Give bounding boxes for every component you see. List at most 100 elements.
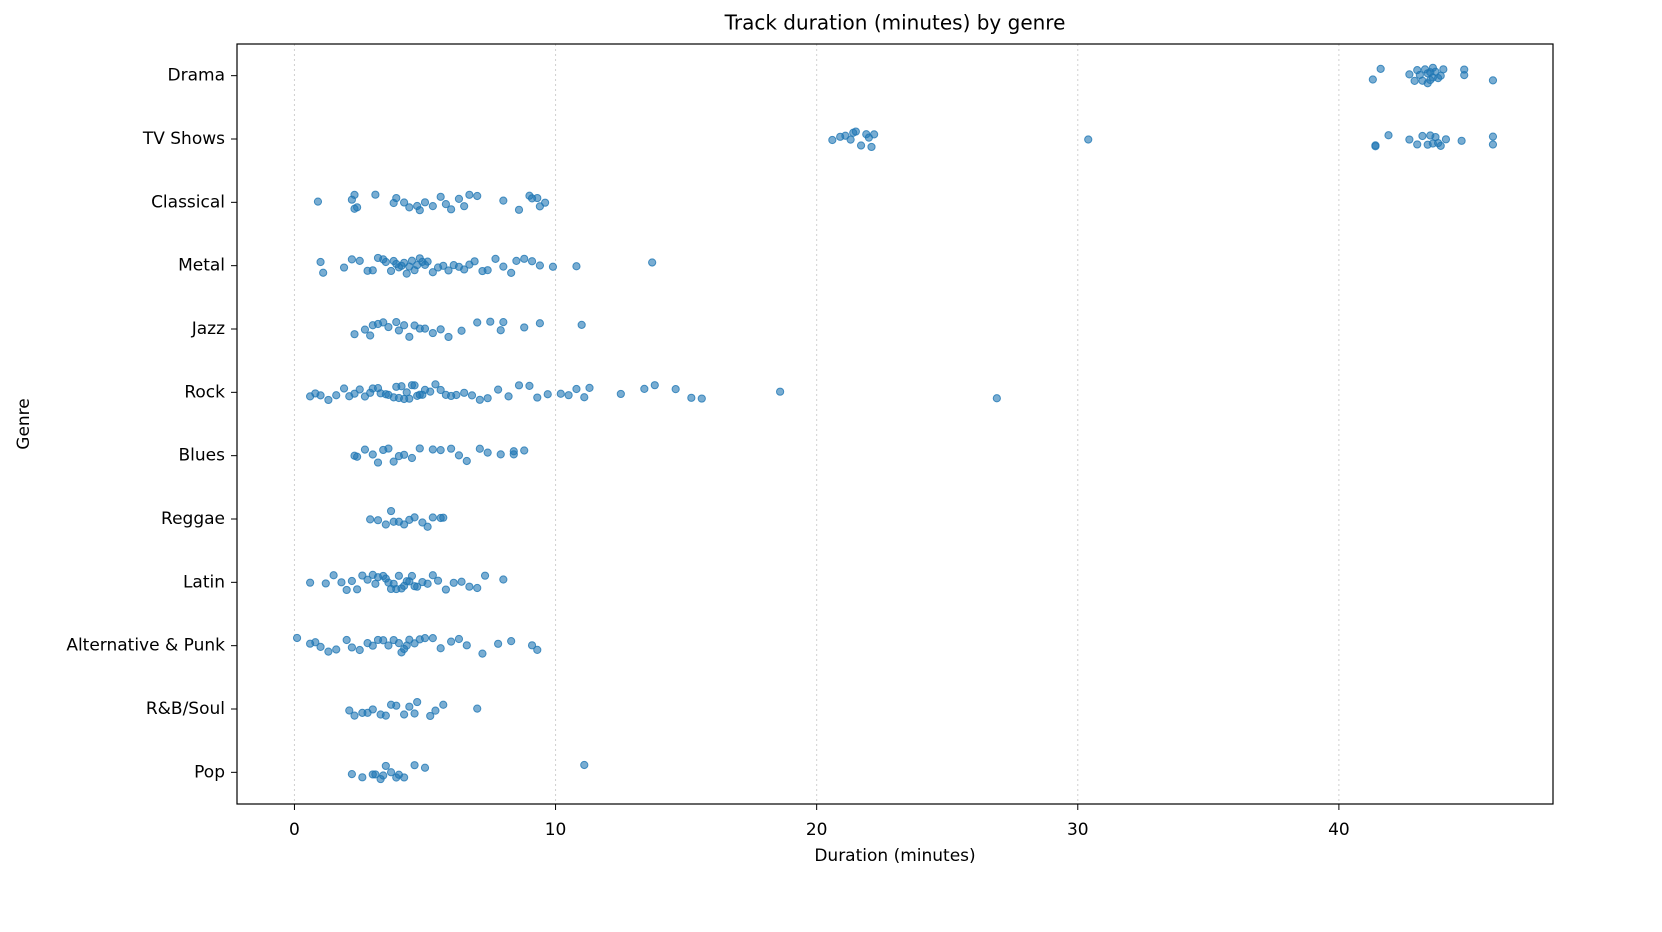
point — [347, 770, 356, 779]
point — [420, 324, 430, 333]
point — [428, 513, 437, 522]
y-tick-label: R&B/Soul — [146, 699, 225, 719]
point — [371, 579, 380, 588]
point — [311, 638, 320, 647]
y-tick-label: Reggae — [161, 509, 225, 529]
point — [402, 269, 411, 278]
point — [350, 389, 359, 398]
point — [379, 636, 388, 645]
point — [386, 506, 396, 516]
point — [465, 190, 474, 199]
point — [514, 205, 524, 214]
chart-title: Track duration (minutes) by genre — [724, 11, 1066, 35]
point — [405, 702, 414, 711]
point — [473, 583, 482, 593]
point — [514, 381, 524, 390]
point — [379, 318, 388, 327]
point — [407, 453, 417, 463]
point — [1376, 64, 1385, 73]
point — [413, 697, 422, 707]
point — [428, 634, 437, 643]
point — [426, 711, 435, 721]
point — [499, 262, 508, 271]
y-tick-label: TV Shows — [142, 129, 225, 149]
point — [1413, 140, 1422, 149]
y-tick-label: Jazz — [191, 319, 225, 339]
x-axis-label: Duration (minutes) — [814, 846, 975, 866]
point — [347, 643, 356, 652]
x-tick-label: 10 — [545, 820, 567, 840]
point — [543, 390, 552, 399]
point — [512, 256, 521, 265]
point — [428, 328, 437, 338]
point — [527, 257, 537, 266]
point — [462, 641, 471, 650]
point — [426, 387, 435, 396]
point — [1410, 76, 1419, 85]
point — [321, 579, 330, 588]
point — [499, 196, 508, 205]
y-tick-label: Latin — [183, 572, 225, 592]
point — [353, 203, 362, 212]
x-tick-label: 0 — [289, 820, 300, 840]
point — [447, 637, 456, 646]
point — [439, 513, 448, 522]
point — [413, 582, 422, 591]
point — [441, 585, 450, 594]
point — [423, 257, 432, 266]
point — [520, 446, 529, 455]
point — [439, 261, 448, 270]
y-tick-label: Alternative & Punk — [66, 636, 225, 656]
point — [992, 394, 1001, 403]
point — [650, 381, 659, 390]
point — [1436, 141, 1445, 150]
point — [616, 389, 625, 399]
point — [386, 266, 396, 276]
point — [373, 458, 383, 467]
point — [527, 641, 537, 650]
point — [449, 578, 458, 587]
point — [371, 770, 380, 779]
point — [423, 579, 432, 588]
point — [405, 203, 414, 212]
point — [507, 637, 516, 646]
point — [407, 571, 417, 581]
point — [371, 190, 380, 199]
point — [509, 447, 518, 456]
y-tick-label: Metal — [178, 256, 225, 276]
point — [350, 711, 359, 720]
point — [473, 318, 482, 327]
point — [397, 382, 406, 391]
point — [381, 520, 390, 529]
point — [353, 585, 362, 594]
point — [415, 444, 424, 453]
point — [447, 205, 456, 214]
point — [473, 191, 482, 201]
point — [405, 394, 414, 403]
point — [400, 520, 409, 529]
point — [350, 330, 359, 339]
point — [381, 761, 390, 771]
point — [491, 254, 500, 263]
point — [870, 130, 879, 139]
point — [316, 642, 325, 652]
point — [353, 452, 362, 461]
point — [856, 141, 866, 150]
point — [564, 391, 573, 400]
point — [428, 268, 437, 277]
point — [400, 321, 409, 330]
point — [533, 193, 542, 203]
point — [415, 206, 424, 215]
point — [332, 391, 341, 400]
point — [400, 198, 409, 207]
point — [535, 261, 544, 270]
point — [428, 571, 437, 580]
point — [496, 326, 505, 335]
point — [1428, 73, 1437, 82]
point — [460, 388, 469, 397]
point — [457, 577, 466, 586]
point — [347, 576, 356, 586]
point — [460, 202, 469, 211]
point — [452, 390, 461, 400]
